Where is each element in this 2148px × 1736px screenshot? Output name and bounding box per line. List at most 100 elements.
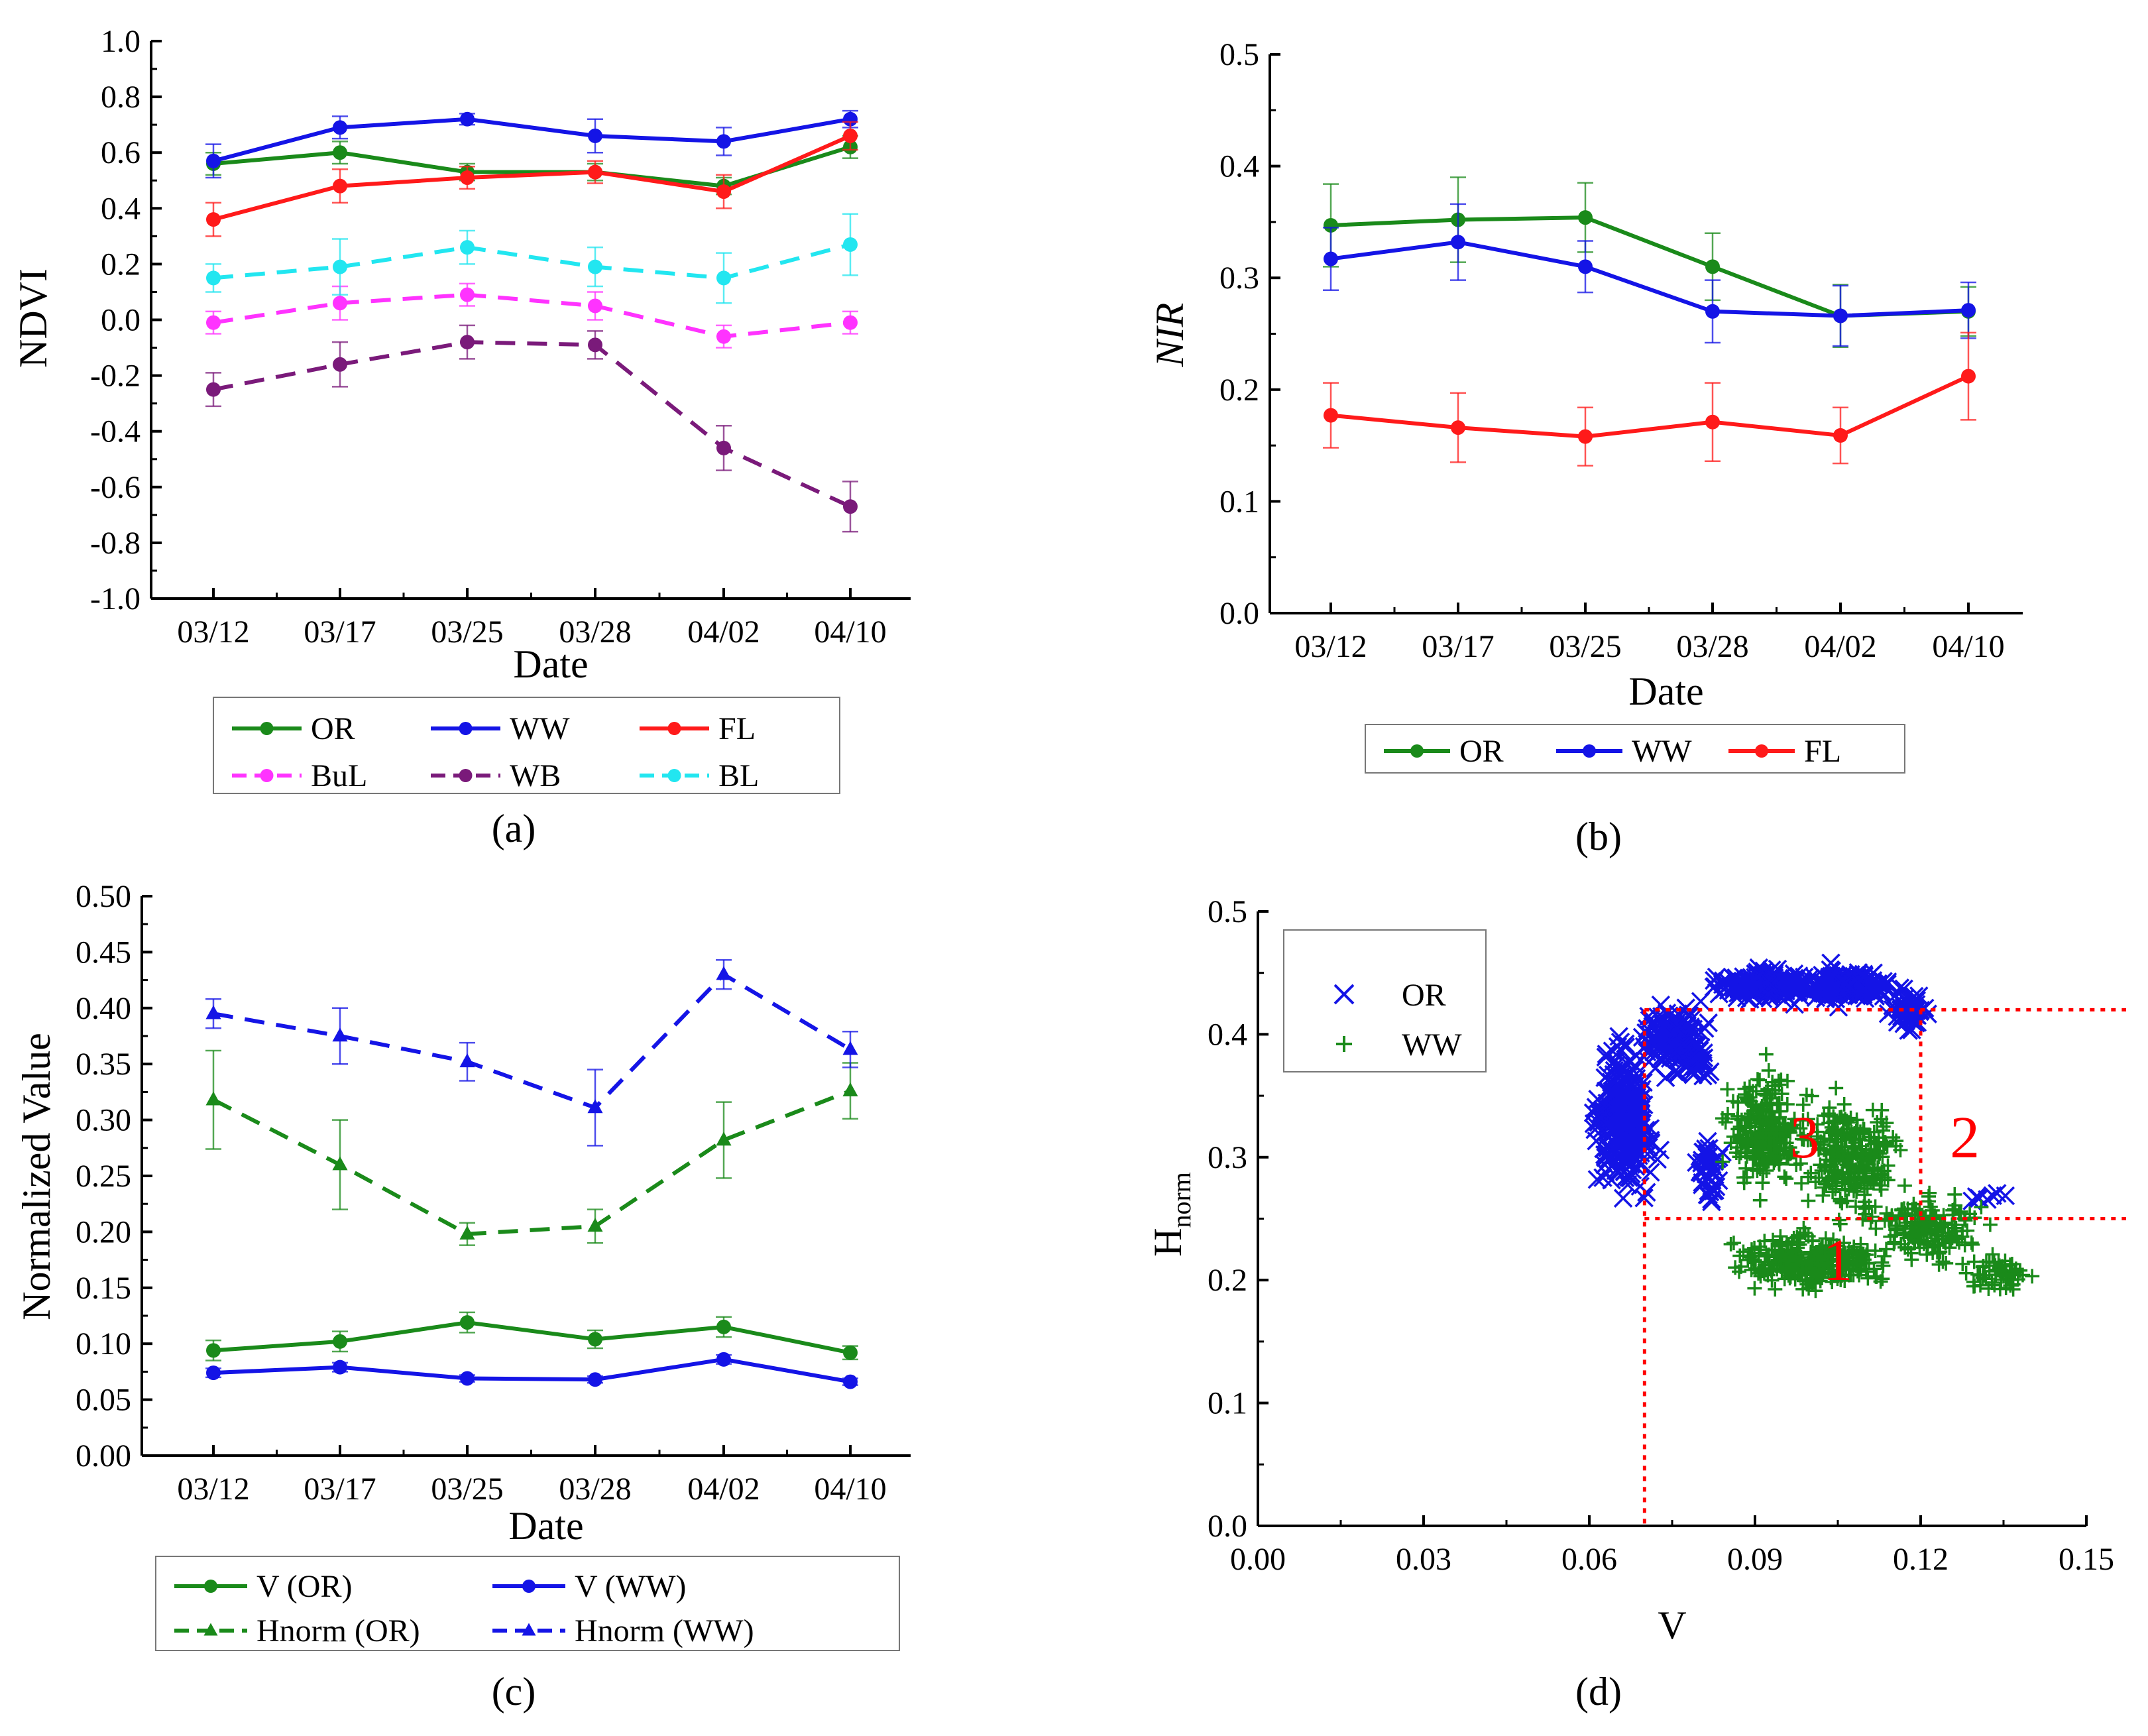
scatter-series-WW bbox=[1715, 1047, 2040, 1299]
scatter-point bbox=[1750, 1072, 1765, 1087]
scatter-point bbox=[1766, 1232, 1781, 1247]
series-OR bbox=[1323, 176, 1976, 348]
data-point bbox=[843, 315, 858, 330]
threshold-lines bbox=[1642, 1008, 2126, 1526]
scatter-point bbox=[1587, 1170, 1607, 1189]
data-point bbox=[333, 145, 347, 160]
data-point bbox=[716, 134, 731, 149]
legend-label: WW bbox=[1402, 1027, 1462, 1063]
scatter-point bbox=[1794, 1263, 1809, 1278]
scatter-point bbox=[1893, 1143, 1908, 1158]
legend: OR WW FL BuL WB BL bbox=[213, 697, 840, 794]
scatter-point bbox=[1726, 1129, 1741, 1144]
legend-marker bbox=[459, 722, 473, 735]
scatter-point bbox=[1958, 1265, 1974, 1281]
y-tick-label: 1.0 bbox=[101, 24, 141, 59]
scatter-point bbox=[1935, 1232, 1950, 1247]
legend-marker bbox=[522, 1580, 536, 1593]
y-tick-label: 0.2 bbox=[1219, 373, 1259, 408]
data-point bbox=[206, 153, 221, 168]
x-tick-label: 03/28 bbox=[1676, 629, 1748, 664]
scatter-point bbox=[1769, 1249, 1784, 1264]
scatter-point bbox=[1788, 974, 1808, 994]
data-point bbox=[460, 240, 475, 255]
data-point bbox=[588, 128, 602, 143]
scatter-point bbox=[1970, 1188, 1989, 1208]
scatter-point bbox=[1742, 1079, 1757, 1094]
data-point bbox=[460, 111, 475, 127]
scatter-point bbox=[1868, 1221, 1884, 1236]
data-point bbox=[1578, 429, 1593, 444]
series-BuL bbox=[205, 282, 858, 349]
scatter-point bbox=[1697, 1185, 1717, 1204]
scatter-point bbox=[1751, 1265, 1766, 1281]
data-point bbox=[588, 298, 602, 314]
x-tick-label: 03/17 bbox=[304, 614, 376, 650]
scatter-point bbox=[1751, 1104, 1766, 1119]
data-point bbox=[205, 1091, 221, 1106]
scatter-point bbox=[1781, 1151, 1796, 1166]
legend-marker bbox=[522, 1623, 536, 1636]
scatter-point bbox=[1852, 1247, 1868, 1263]
scatter-point bbox=[1755, 1175, 1770, 1190]
y-tick-label: -0.4 bbox=[90, 414, 141, 449]
data-point bbox=[459, 1226, 475, 1240]
scatter-point bbox=[1799, 1272, 1814, 1287]
data-point bbox=[1961, 303, 1976, 318]
data-point bbox=[459, 1053, 475, 1068]
data-point bbox=[333, 178, 347, 194]
legend: V (OR) V (WW) Hnorm (OR) Hnorm (WW) bbox=[155, 1556, 900, 1651]
scatter-point bbox=[1815, 1188, 1831, 1203]
data-point bbox=[588, 337, 602, 353]
scatter-point bbox=[1949, 1220, 1964, 1236]
scatter-point bbox=[1765, 1074, 1780, 1090]
data-point bbox=[842, 1041, 858, 1055]
data-point bbox=[716, 329, 731, 344]
legend-marker bbox=[204, 1580, 217, 1593]
x-tick-label: 0.03 bbox=[1396, 1542, 1451, 1577]
data-point bbox=[332, 1156, 348, 1171]
y-axis-title: NDVI bbox=[11, 268, 55, 368]
scatter-point bbox=[1825, 1124, 1840, 1139]
panel-label: (d) bbox=[1575, 1670, 1622, 1713]
scatter-point bbox=[1597, 1045, 1616, 1064]
scatter-point bbox=[1845, 1150, 1860, 1165]
scatter-point bbox=[1641, 1163, 1660, 1182]
scatter-point bbox=[1951, 1205, 1966, 1220]
series-line bbox=[213, 1320, 851, 1355]
legend-label: OR bbox=[1402, 978, 1446, 1013]
y-tick-label: 0.3 bbox=[1219, 260, 1259, 296]
scatter-point bbox=[1720, 1082, 1735, 1097]
y-axis-title: Normalized Value bbox=[15, 1033, 58, 1320]
scatter-point bbox=[1840, 1122, 1855, 1137]
scatter-point bbox=[1834, 1268, 1849, 1283]
scatter-point bbox=[1907, 1001, 1926, 1021]
scatter-point bbox=[1750, 1163, 1765, 1179]
data-point bbox=[716, 966, 732, 980]
data-point bbox=[206, 270, 221, 286]
scatter-point bbox=[1761, 1063, 1776, 1078]
x-tick-label: 03/25 bbox=[431, 614, 503, 650]
scatter-point bbox=[1634, 1126, 1653, 1146]
scatter-point bbox=[1777, 1169, 1792, 1185]
x-tick-label: 03/17 bbox=[1422, 629, 1494, 664]
scatter-point bbox=[1945, 1230, 1960, 1245]
y-tick-label: -1.0 bbox=[90, 581, 141, 616]
x-axis-title: V bbox=[1658, 1603, 1686, 1647]
series-line bbox=[1330, 374, 1970, 439]
scatter-point bbox=[1813, 1134, 1829, 1149]
legend-label: WW bbox=[510, 711, 570, 746]
scatter-point bbox=[1879, 1242, 1894, 1257]
data-point bbox=[716, 270, 731, 286]
data-point bbox=[843, 128, 858, 143]
scatter-point bbox=[1897, 1178, 1912, 1193]
panel-c: 0.00 0.05 0.10 0.15 0.20 0.25 0.30 0.35 0.40 0.45… bbox=[15, 879, 911, 1713]
data-point bbox=[333, 259, 347, 274]
scatter-point bbox=[1821, 984, 1840, 1004]
scatter-point bbox=[1958, 1213, 1973, 1228]
scatter-point bbox=[1889, 1133, 1904, 1149]
scatter-point bbox=[1776, 1116, 1791, 1131]
scatter-point bbox=[1874, 1112, 1889, 1127]
scatter-point bbox=[1921, 1189, 1937, 1204]
